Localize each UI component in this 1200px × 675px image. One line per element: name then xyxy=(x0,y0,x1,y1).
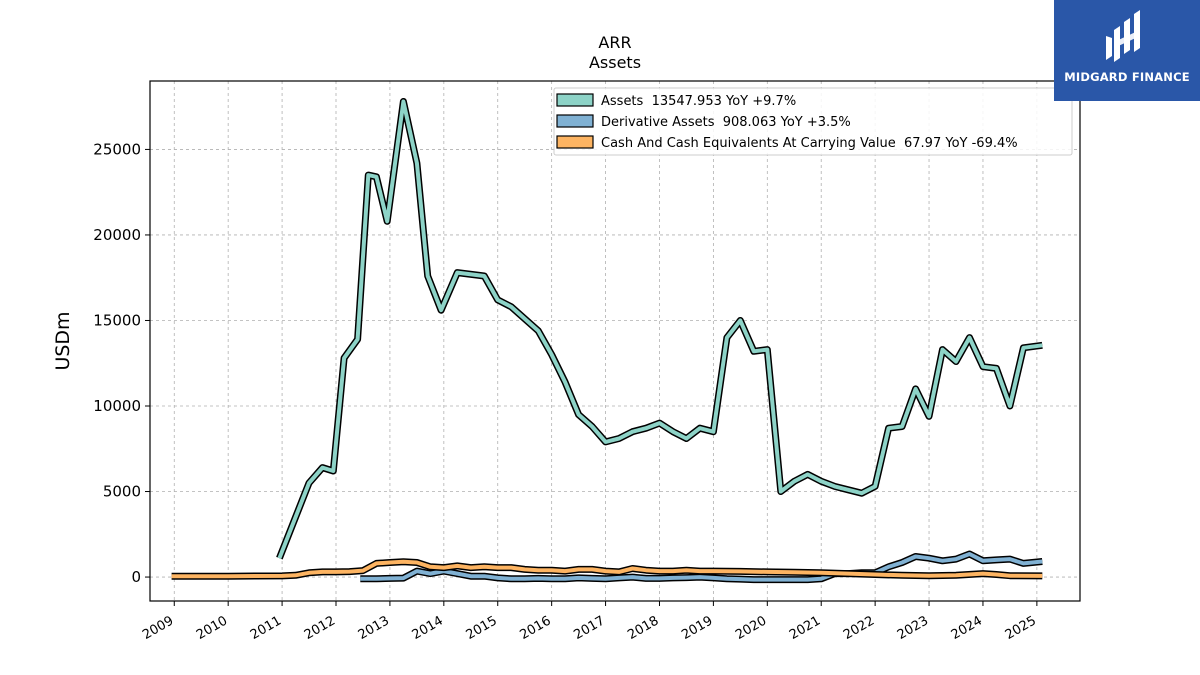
y-axis-label: USDm xyxy=(52,311,74,370)
y-tick-label: 0 xyxy=(131,568,141,586)
legend-entry-cash: Cash And Cash Equivalents At Carrying Va… xyxy=(601,136,1018,151)
series-line-derivative-assets xyxy=(360,552,1043,582)
brand-name: MIDGARD FINANCE xyxy=(1064,70,1190,84)
x-axis: 2009 2010 2011 2012 2013 2014 2015 2016 2017 2018… xyxy=(140,601,1039,643)
legend: Assets 13547.953 YoY +9.7% Derivative As… xyxy=(553,87,1073,156)
legend-swatch-cash xyxy=(556,135,594,149)
x-tick-label: 2019 xyxy=(679,613,715,643)
legend-entry-assets: Assets 13547.953 YoY +9.7% xyxy=(601,94,796,109)
x-tick-label: 2023 xyxy=(895,613,931,643)
series-lines xyxy=(171,98,1043,584)
x-tick-label: 2012 xyxy=(302,613,338,643)
legend-swatch-assets xyxy=(556,93,594,107)
x-tick-label: 2009 xyxy=(140,613,176,643)
x-tick-label: 2025 xyxy=(1003,613,1039,643)
x-tick-label: 2013 xyxy=(356,613,392,643)
x-tick-label: 2018 xyxy=(625,613,661,643)
y-tick-label: 10000 xyxy=(93,397,141,415)
x-tick-label: 2014 xyxy=(410,613,446,643)
x-tick-label: 2016 xyxy=(517,613,553,643)
legend-swatch-derivative-assets xyxy=(556,114,594,128)
x-tick-label: 2017 xyxy=(571,613,607,643)
legend-entry-derivative-assets: Derivative Assets 908.063 YoY +3.5% xyxy=(601,115,851,130)
series-line-cash xyxy=(171,559,1043,579)
x-tick-label: 2015 xyxy=(464,613,500,643)
x-tick-label: 2021 xyxy=(787,613,823,643)
legend-box xyxy=(553,87,1073,156)
y-tick-label: 15000 xyxy=(93,311,141,329)
y-tick-label: 20000 xyxy=(93,226,141,244)
x-tick-label: 2024 xyxy=(949,613,985,643)
x-tick-label: 2020 xyxy=(733,613,769,643)
x-tick-label: 2022 xyxy=(841,613,877,643)
plot-frame xyxy=(149,80,1081,602)
y-tick-label: 25000 xyxy=(93,140,141,158)
x-tick-label: 2011 xyxy=(248,613,284,643)
brand-logo: MIDGARD FINANCE xyxy=(1054,0,1200,101)
y-tick-label: 5000 xyxy=(103,483,141,501)
series-line-assets xyxy=(277,99,1043,559)
chart-subtitle: Assets xyxy=(589,53,641,72)
brand-logo-icon xyxy=(1106,10,1140,62)
y-axis: 0 5000 10000 15000 20000 25000 xyxy=(93,140,150,586)
chart-title: ARR xyxy=(598,33,631,52)
x-tick-label: 2010 xyxy=(194,613,230,643)
